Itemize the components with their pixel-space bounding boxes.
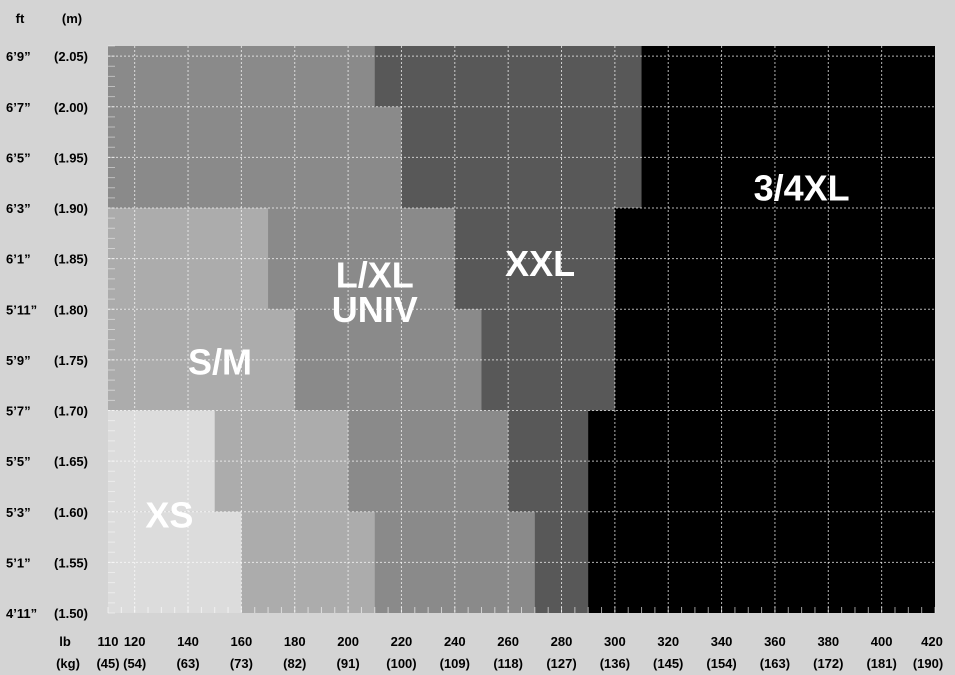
y-tick-label-ft: 6’3” [6, 201, 31, 216]
size-label: 3/4XL [754, 167, 850, 208]
x-tick-label-lb: 220 [391, 634, 413, 649]
size-regions [108, 46, 935, 613]
y-tick-label-m: (1.75) [54, 353, 88, 368]
y-tick-label-m: (1.60) [54, 505, 88, 520]
x-tick-label-lb: 110 [98, 634, 119, 649]
y-tick-label-m: (1.55) [54, 555, 88, 570]
y-tick-label-ft: 5’7” [6, 404, 31, 419]
x-tick-label-kg: (154) [706, 656, 736, 671]
x-tick-label-lb: 200 [337, 634, 359, 649]
minor-tick-marks [107, 45, 936, 614]
x-tick-label-lb: 380 [817, 634, 839, 649]
y-tick-label-ft: 5’1” [6, 555, 31, 570]
x-tick-label-kg: (54) [123, 656, 146, 671]
y-tick-label-ft: 4’11” [6, 606, 37, 621]
x-tick-label-kg: (145) [653, 656, 683, 671]
x-tick-label-kg: (127) [546, 656, 576, 671]
x-tick-label-kg: (118) [493, 656, 523, 671]
x-tick-label-lb: 180 [284, 634, 306, 649]
size-label: L/XL [336, 254, 414, 295]
y-tick-label-ft: 5’5” [6, 454, 31, 469]
y-tick-label-m: (1.80) [54, 302, 88, 317]
size-label: XXL [505, 243, 575, 284]
y-tick-label-m: (2.00) [54, 100, 88, 115]
x-axis-title: lb [59, 634, 71, 649]
y-tick-label-ft: 6’9” [6, 49, 31, 64]
x-tick-label-lb: 160 [231, 634, 253, 649]
x-tick-label-lb: 260 [497, 634, 519, 649]
size-region [108, 511, 242, 613]
y-axis-title-secondary: (m) [62, 11, 82, 26]
x-tick-label-lb: 280 [551, 634, 573, 649]
x-tick-label-lb: 320 [657, 634, 679, 649]
x-tick-label-lb: 120 [124, 634, 146, 649]
size-label: UNIV [332, 289, 418, 330]
y-tick-label-m: (1.70) [54, 404, 88, 419]
x-tick-label-kg: (63) [176, 656, 199, 671]
y-tick-label-ft: 6’5” [6, 150, 31, 165]
x-axis-title-secondary: (kg) [56, 656, 80, 671]
y-axis-title: ft [16, 11, 25, 26]
x-tick-label-kg: (163) [760, 656, 790, 671]
x-tick-label-kg: (172) [813, 656, 843, 671]
x-tick-label-kg: (82) [283, 656, 306, 671]
y-tick-label-m: (2.05) [54, 49, 88, 64]
size-label: S/M [188, 341, 252, 382]
x-tick-label-kg: (100) [386, 656, 416, 671]
x-tick-label-kg: (45) [96, 656, 119, 671]
x-tick-label-lb: 340 [711, 634, 733, 649]
y-tick-label-ft: 5’9” [6, 353, 31, 368]
x-tick-label-kg: (73) [230, 656, 253, 671]
x-tick-label-kg: (109) [440, 656, 470, 671]
x-tick-label-kg: (91) [337, 656, 360, 671]
x-tick-label-lb: 300 [604, 634, 626, 649]
x-tick-label-lb: 400 [871, 634, 893, 649]
x-axis: lb (kg) 110 (45) 120 (54) 140 (63) 160 (73) 180 (… [56, 634, 943, 671]
y-tick-label-ft: 6’1” [6, 252, 31, 267]
x-tick-label-lb: 420 [921, 634, 943, 649]
y-tick-label-m: (1.85) [54, 252, 88, 267]
x-tick-label-kg: (190) [913, 656, 943, 671]
x-tick-label-lb: 140 [177, 634, 199, 649]
y-tick-label-ft: 5’3” [6, 505, 31, 520]
y-tick-label-ft: 6’7” [6, 100, 31, 115]
y-tick-label-m: (1.95) [54, 150, 88, 165]
y-tick-label-m: (1.90) [54, 201, 88, 216]
grid-lines [108, 46, 935, 613]
x-tick-label-lb: 240 [444, 634, 466, 649]
size-label: XS [145, 494, 193, 535]
x-tick-label-lb: 360 [764, 634, 786, 649]
y-tick-label-ft: 5’11” [6, 302, 37, 317]
x-tick-label-kg: (136) [600, 656, 630, 671]
y-tick-label-m: (1.65) [54, 454, 88, 469]
x-tick-label-kg: (181) [866, 656, 896, 671]
y-tick-label-m: (1.50) [54, 606, 88, 621]
y-axis: ft (m) 6’9” (2.05) 6’7” (2.00) 6’5” (1.95) 6’3… [6, 11, 88, 621]
